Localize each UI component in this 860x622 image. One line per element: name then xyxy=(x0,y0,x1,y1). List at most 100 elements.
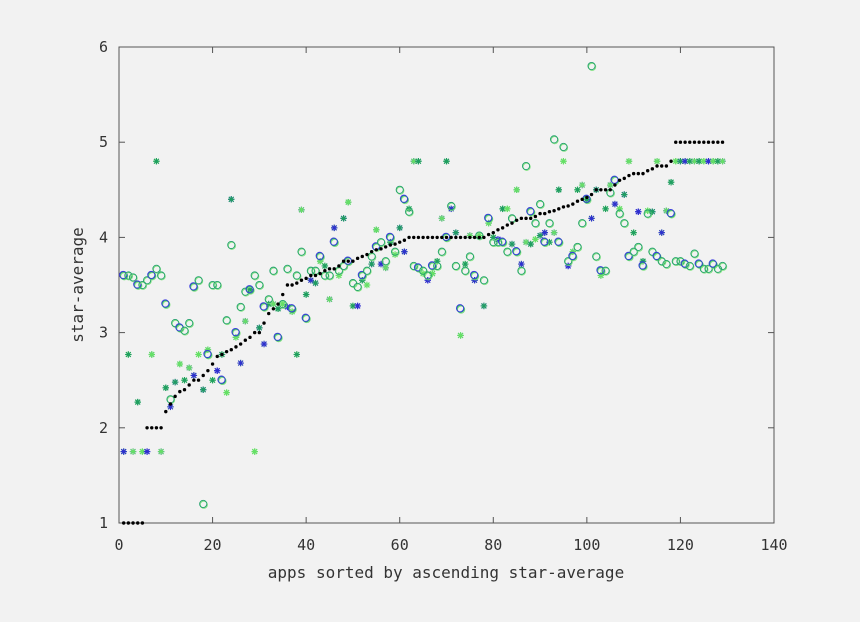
average-point xyxy=(603,188,608,192)
circle-point xyxy=(124,271,133,280)
circle-point xyxy=(601,266,610,275)
circle-point xyxy=(329,237,338,246)
circle-point xyxy=(550,136,559,145)
average-point xyxy=(407,235,411,240)
circle-point xyxy=(704,264,713,273)
circle-point xyxy=(241,287,250,296)
star-point xyxy=(504,205,511,213)
circle-point xyxy=(237,303,246,312)
circle-point xyxy=(499,238,508,248)
star-point xyxy=(396,224,403,232)
star-point xyxy=(293,351,300,358)
x-tick-label: 100 xyxy=(573,536,600,554)
circle-point xyxy=(498,238,507,247)
star-point xyxy=(368,260,375,268)
circle-point xyxy=(602,267,611,276)
circle-point xyxy=(180,326,189,335)
star-point xyxy=(345,198,352,206)
average-point xyxy=(683,140,687,144)
circle-point xyxy=(685,261,694,271)
circle-point xyxy=(209,281,218,290)
circle-point xyxy=(148,272,157,281)
star-point xyxy=(438,215,446,222)
average-point xyxy=(215,354,219,359)
circle-point xyxy=(208,280,217,290)
circle-point xyxy=(283,265,293,274)
circle-point xyxy=(260,303,269,312)
plot-frame xyxy=(118,46,775,524)
average-point xyxy=(697,140,701,144)
average-point xyxy=(608,188,612,192)
circle-point xyxy=(251,272,260,281)
average-point xyxy=(360,254,364,259)
star-point xyxy=(630,229,637,236)
circle-point xyxy=(213,280,222,290)
circle-point xyxy=(540,238,549,247)
star-point xyxy=(167,403,174,411)
star-point xyxy=(429,270,436,277)
circle-point xyxy=(545,219,554,228)
average-point xyxy=(711,140,715,144)
circle-point xyxy=(630,248,639,257)
average-point xyxy=(580,197,584,202)
circle-point xyxy=(376,238,386,247)
average-point xyxy=(430,235,435,240)
circle-point xyxy=(672,257,681,267)
star-point xyxy=(607,181,614,189)
average-point xyxy=(468,235,472,240)
circle-point xyxy=(227,241,236,250)
circle-point xyxy=(461,267,470,276)
circle-point xyxy=(283,264,292,273)
circle-point xyxy=(288,304,297,313)
star-point xyxy=(157,448,165,455)
average-point xyxy=(262,321,266,325)
average-point xyxy=(238,342,243,346)
average-point xyxy=(660,164,664,168)
x-axis-label: apps sorted by ascending star-average xyxy=(268,563,624,582)
average-point xyxy=(309,273,313,278)
circle-point xyxy=(639,262,648,271)
circle-point xyxy=(638,261,648,271)
average-point xyxy=(505,223,510,227)
star-point xyxy=(480,302,488,310)
circle-point xyxy=(362,266,372,275)
star-point xyxy=(190,372,198,379)
circle-point xyxy=(634,243,643,252)
average-point xyxy=(720,140,725,144)
circle-point xyxy=(152,265,162,274)
average-point xyxy=(201,373,205,378)
star-point xyxy=(134,398,141,406)
circle-point xyxy=(292,271,301,280)
circle-point xyxy=(480,276,489,286)
star-point xyxy=(129,448,137,455)
average-point xyxy=(164,409,168,414)
circle-point xyxy=(592,252,601,261)
star-point xyxy=(200,386,207,393)
circle-point xyxy=(470,270,479,279)
circle-point xyxy=(128,273,138,282)
average-point xyxy=(702,140,706,144)
average-point xyxy=(285,283,290,287)
circle-point xyxy=(326,272,335,281)
y-tick-label: 3 xyxy=(99,324,108,342)
star-point xyxy=(462,260,469,268)
circle-point xyxy=(269,266,278,275)
star-point xyxy=(125,351,132,358)
circle-point xyxy=(330,238,339,248)
star-point xyxy=(457,332,464,339)
average-point xyxy=(393,242,397,246)
average-point xyxy=(173,394,177,399)
circle-point xyxy=(255,280,264,290)
average-point xyxy=(529,216,533,221)
star-point xyxy=(256,324,263,332)
circle-point xyxy=(325,271,334,280)
circle-point xyxy=(405,207,414,216)
circle-point xyxy=(358,271,367,280)
circle-point xyxy=(231,327,240,337)
average-point xyxy=(323,269,327,273)
circle-point xyxy=(147,271,156,280)
average-point xyxy=(510,221,514,225)
average-point xyxy=(299,278,304,282)
circle-point xyxy=(213,281,222,290)
star-point xyxy=(331,224,338,232)
